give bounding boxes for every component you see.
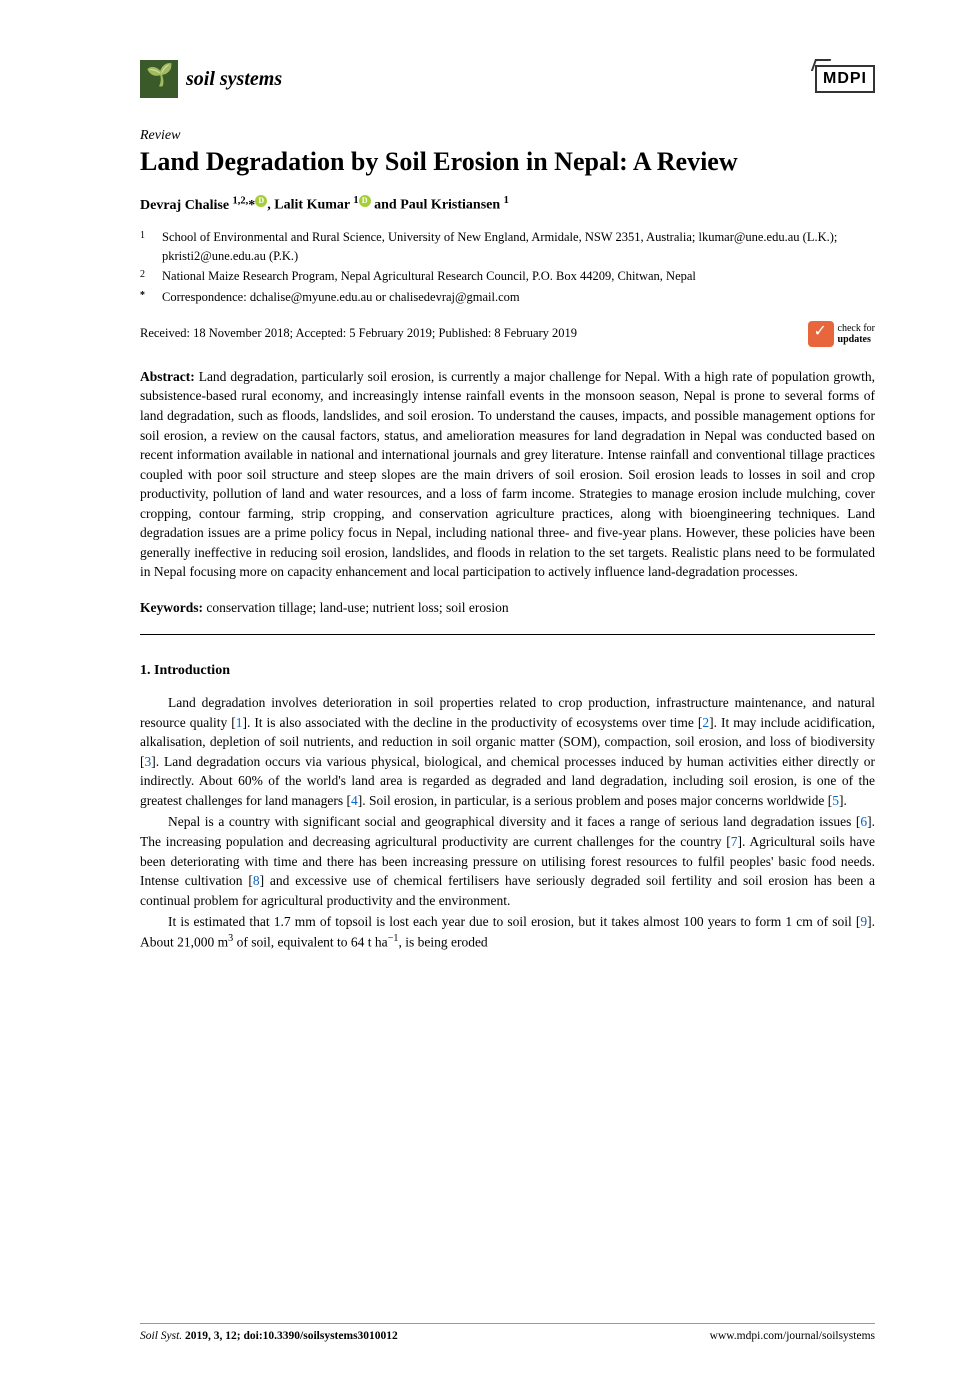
affiliations: 1 School of Environmental and Rural Scie… xyxy=(140,228,875,307)
keywords-text: conservation tillage; land-use; nutrient… xyxy=(203,600,509,615)
author-2: , Lalit Kumar xyxy=(267,198,353,213)
affiliation-1: 1 School of Environmental and Rural Scie… xyxy=(140,228,875,266)
article-type: Review xyxy=(140,128,875,144)
affiliation-2: 2 National Maize Research Program, Nepal… xyxy=(140,267,875,286)
footer-url[interactable]: www.mdpi.com/journal/soilsystems xyxy=(710,1330,875,1342)
abstract: Abstract: Land degradation, particularly… xyxy=(140,367,875,582)
publisher-logo: MDPI xyxy=(815,65,875,93)
check-updates-text: check for updates xyxy=(838,323,875,345)
affiliation-num: 1 xyxy=(140,228,150,266)
correspondence-symbol: * xyxy=(140,288,150,307)
correspondence-text: Correspondence: dchalise@myune.edu.au or… xyxy=(162,288,520,307)
authors-line: Devraj Chalise 1,2,*D, Lalit Kumar 1D an… xyxy=(140,195,875,214)
ref-link[interactable]: 4 xyxy=(351,793,358,808)
body-paragraph-2: Nepal is a country with significant soci… xyxy=(140,812,875,910)
ref-link[interactable]: 8 xyxy=(253,873,260,888)
section-divider xyxy=(140,634,875,635)
ref-link[interactable]: 5 xyxy=(832,793,839,808)
article-title: Land Degradation by Soil Erosion in Nepa… xyxy=(140,146,875,177)
author-3-sup: 1 xyxy=(504,195,509,206)
author-1: Devraj Chalise 1,2,* xyxy=(140,198,255,213)
footer-citation: Soil Syst. 2019, 3, 12; doi:10.3390/soil… xyxy=(140,1330,398,1342)
publication-dates: Received: 18 November 2018; Accepted: 5 … xyxy=(140,326,577,341)
affiliation-num: 2 xyxy=(140,267,150,286)
check-updates-badge[interactable]: check for updates xyxy=(808,321,875,347)
body-paragraph-3: It is estimated that 1.7 mm of topsoil i… xyxy=(140,912,875,952)
journal-icon xyxy=(140,60,178,98)
journal-logo: soil systems xyxy=(140,60,282,98)
abstract-label: Abstract: xyxy=(140,369,195,384)
dates-row: Received: 18 November 2018; Accepted: 5 … xyxy=(140,321,875,347)
orcid-icon[interactable]: D xyxy=(359,195,371,207)
keywords-label: Keywords: xyxy=(140,600,203,615)
check-updates-icon xyxy=(808,321,834,347)
page-footer: Soil Syst. 2019, 3, 12; doi:10.3390/soil… xyxy=(140,1323,875,1342)
header-row: soil systems MDPI xyxy=(140,60,875,98)
orcid-icon[interactable]: D xyxy=(255,195,267,207)
section-heading-1: 1. Introduction xyxy=(140,663,875,679)
journal-name: soil systems xyxy=(186,68,282,91)
affiliation-text: National Maize Research Program, Nepal A… xyxy=(162,267,696,286)
affiliation-text: School of Environmental and Rural Scienc… xyxy=(162,228,875,266)
abstract-text: Land degradation, particularly soil eros… xyxy=(140,369,875,580)
body-paragraph-1: Land degradation involves deterioration … xyxy=(140,693,875,810)
keywords: Keywords: conservation tillage; land-use… xyxy=(140,600,875,616)
correspondence: * Correspondence: dchalise@myune.edu.au … xyxy=(140,288,875,307)
author-2-sup: 1 xyxy=(353,195,358,206)
author-3: and Paul Kristiansen xyxy=(371,198,504,213)
